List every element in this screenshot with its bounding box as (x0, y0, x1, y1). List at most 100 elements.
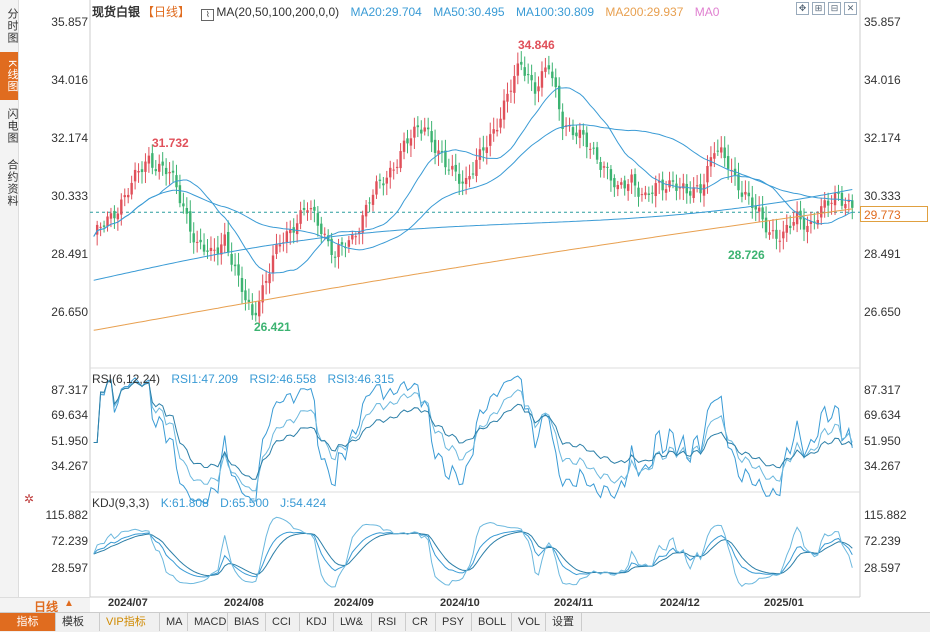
candle-body (309, 208, 313, 210)
left-sidebar: 分时图 K线图 闪电图 合约资料 (0, 0, 19, 600)
indicator-button-rsi[interactable]: RSI (372, 613, 406, 631)
candle-body (692, 187, 695, 199)
candle-body (330, 238, 333, 255)
candle-body (258, 301, 261, 317)
candle-body (795, 211, 799, 225)
xtick: 2024/07 (108, 597, 148, 609)
candle-body (678, 187, 682, 189)
rsi-ytick-right: 34.267 (864, 459, 901, 473)
period-tag: 【日线】 (142, 5, 191, 19)
candle-body (806, 225, 809, 233)
candle-body (644, 192, 647, 196)
candle-body (754, 205, 757, 210)
candle-body (295, 223, 299, 235)
tab-vip-indicators[interactable]: VIP指标 (100, 613, 160, 631)
candle-body (664, 189, 668, 193)
ma0-value: MA0 (694, 5, 720, 19)
indicator-button-lw[interactable]: LW& (334, 613, 372, 631)
candle-body (220, 244, 223, 255)
candle-body (661, 179, 664, 191)
candle-body (385, 177, 389, 184)
indicator-button-vol[interactable]: VOL (512, 613, 546, 631)
kdj-ytick-right: 115.882 (864, 508, 907, 522)
tab-intraday[interactable]: 分时图 (6, 8, 18, 44)
ma-label: MA(20,50,100,200,0,0) (216, 5, 340, 19)
candle-body (392, 169, 395, 171)
last-price-tag: 29.773 (860, 206, 928, 222)
indicator-button-macd[interactable]: MACD (188, 613, 228, 631)
candle-body (371, 194, 375, 205)
candle-body (640, 194, 644, 196)
indicator-button-boll[interactable]: BOLL (472, 613, 512, 631)
candle-body (406, 138, 409, 144)
candle-body (354, 236, 357, 238)
candle-body (702, 184, 706, 196)
kdj-ytick-left: 28.597 (51, 561, 88, 575)
tab-indicators[interactable]: 指标 (0, 613, 56, 631)
xtick: 2024/08 (224, 597, 264, 609)
period-selector[interactable]: 日线 ▲ (0, 597, 90, 614)
annotation-low-2: 28.726 (728, 248, 765, 262)
candle-body (609, 169, 613, 181)
close-icon[interactable]: ✕ (844, 2, 857, 15)
candle-body (316, 213, 320, 226)
minimize-icon[interactable]: ⊟ (828, 2, 841, 15)
candle-body (251, 304, 254, 316)
chart-canvas[interactable] (0, 0, 930, 612)
indicator-button-ma[interactable]: MA (160, 613, 188, 631)
candle-body (244, 290, 247, 301)
tab-lightning[interactable]: 闪电图 (6, 108, 18, 144)
xtick: 2024/10 (440, 597, 480, 609)
price-ytick-right: 32.174 (864, 131, 901, 145)
candle-body (378, 179, 382, 181)
candle-body (164, 167, 168, 175)
candle-body (723, 147, 726, 159)
tab-contract-info[interactable]: 合约资料 (6, 159, 18, 207)
tab-templates[interactable]: 模板 (56, 613, 100, 631)
candle-body (126, 194, 130, 198)
indicator-button-kdj[interactable]: KDJ (300, 613, 334, 631)
candle-body (561, 111, 564, 129)
candle-body (526, 74, 530, 76)
candle-body (844, 204, 847, 209)
candle-body (482, 147, 485, 151)
tab-kline[interactable]: K线图 (0, 52, 18, 100)
indicator-button-cci[interactable]: CCI (266, 613, 300, 631)
price-ytick-left: 34.016 (51, 73, 88, 87)
candle-body (130, 182, 133, 195)
indicator-button-psy[interactable]: PSY (436, 613, 472, 631)
candle-body (326, 235, 330, 242)
candle-body (706, 165, 709, 183)
expand-icon[interactable]: ⊞ (812, 2, 825, 15)
candle-body (516, 63, 520, 76)
candle-body (323, 233, 326, 235)
gear-icon[interactable]: ✲ (23, 492, 35, 506)
candle-body (109, 213, 113, 219)
ma50-value: MA50:30.495 (433, 5, 505, 19)
candle-body (689, 191, 692, 196)
candle-body (206, 250, 209, 252)
indicator-button-cr[interactable]: CR (406, 613, 436, 631)
candle-body (771, 230, 775, 232)
candle-body (247, 299, 251, 303)
chevron-up-icon[interactable]: ▲ (64, 598, 74, 609)
candle-body (299, 210, 302, 224)
candle-body (430, 131, 433, 143)
candle-body (506, 93, 509, 102)
move-icon[interactable]: ✥ (796, 2, 809, 15)
candle-body (240, 278, 244, 292)
candle-body (654, 183, 657, 197)
candle-body (530, 74, 533, 81)
indicator-icon[interactable]: ⌇ (201, 9, 215, 21)
candle-body (778, 240, 782, 242)
candle-body (740, 192, 744, 197)
indicator-button-bias[interactable]: BIAS (228, 613, 266, 631)
candle-body (413, 126, 416, 138)
candle-body (192, 233, 195, 243)
candle-body (551, 71, 554, 79)
settings-button[interactable]: 设置 (546, 613, 582, 631)
annotation-high-2: 34.846 (518, 38, 555, 52)
kdj-label: KDJ(9,3,3) (92, 496, 150, 510)
candle-body (209, 247, 213, 252)
candle-body (461, 181, 464, 184)
